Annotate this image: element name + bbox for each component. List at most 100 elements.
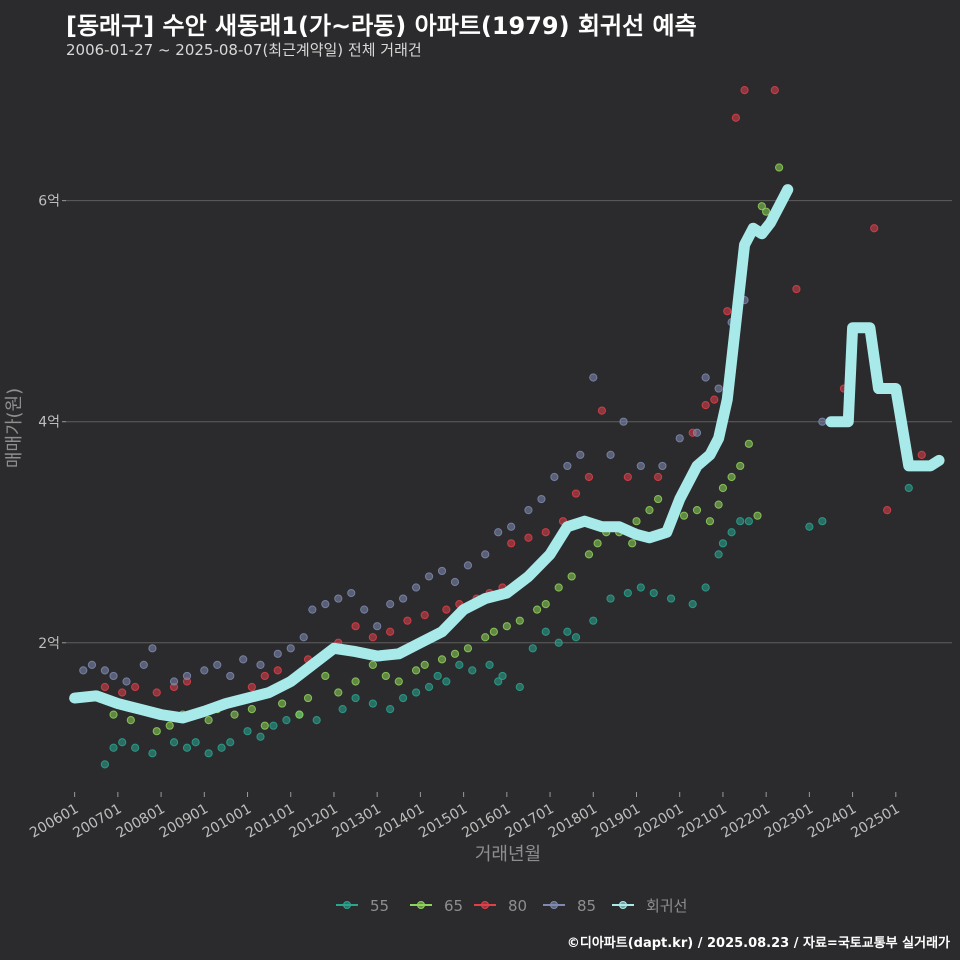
data-point-65: [567, 572, 576, 581]
data-point-65: [679, 511, 689, 520]
data-point-80: [442, 605, 451, 614]
x-tick-label: 202001: [632, 801, 686, 842]
data-point-65: [532, 605, 542, 614]
x-tick-label: 201901: [589, 801, 643, 842]
data-point-55: [338, 704, 347, 714]
legend-label: 80: [508, 897, 527, 915]
data-point-55: [805, 522, 814, 531]
data-point-80: [368, 633, 377, 642]
x-axis-ticks: 2006012007012008012009012010012011012012…: [27, 792, 903, 842]
data-point-85: [286, 644, 295, 653]
y-axis-ticks: 2억 4억 6억: [38, 194, 66, 652]
legend: 55 65 80 85 회귀선: [336, 897, 687, 915]
data-point-55: [636, 583, 645, 592]
data-point-85: [360, 605, 369, 614]
data-point-55: [563, 627, 572, 636]
data-point-80: [273, 666, 282, 675]
data-point-80: [654, 472, 663, 482]
data-point-55: [515, 682, 524, 692]
data-point-65: [437, 655, 447, 664]
regression-line-group: [69, 184, 945, 724]
data-point-80: [710, 395, 719, 404]
data-point-65: [489, 627, 498, 636]
data-point-55: [100, 760, 109, 769]
y-tick-label: 6억: [38, 194, 60, 210]
x-tick-label: 202101: [675, 801, 729, 842]
data-point-85: [411, 583, 421, 592]
data-point-65: [762, 207, 771, 216]
data-point-55: [494, 677, 503, 686]
x-tick-label: 200701: [70, 801, 124, 842]
data-point-55: [411, 688, 421, 697]
data-point-85: [200, 666, 209, 675]
data-point-80: [403, 616, 412, 625]
data-point-55: [169, 738, 179, 747]
data-point-80: [100, 682, 109, 692]
legend-label: 55: [370, 897, 389, 915]
footer-credit: ©디아파트(dapt.kr) / 2025.08.23 / 자료=국토교통부 실…: [566, 936, 950, 951]
data-point-65: [757, 202, 766, 211]
data-point-85: [818, 417, 827, 426]
data-point-55: [485, 660, 494, 669]
data-point-65: [645, 506, 654, 515]
x-tick-label: 202401: [805, 801, 859, 842]
data-point-85: [494, 528, 503, 537]
data-point-85: [550, 472, 559, 482]
legend-marker: [619, 901, 627, 909]
data-point-55: [118, 738, 127, 747]
data-point-65: [593, 539, 602, 548]
data-point-80: [740, 86, 749, 95]
data-point-85: [87, 660, 97, 669]
data-point-65: [515, 616, 524, 625]
data-point-65: [230, 710, 239, 719]
data-point-55: [688, 599, 697, 609]
legend-label: 85: [577, 897, 596, 915]
data-point-55: [386, 704, 395, 714]
data-point-55: [243, 727, 252, 736]
legend-marker: [417, 901, 425, 909]
data-point-55: [727, 528, 736, 537]
data-point-65: [303, 693, 313, 703]
data-point-85: [182, 671, 192, 681]
data-point-80: [723, 307, 732, 316]
data-point-55: [701, 583, 710, 592]
data-point-65: [632, 517, 641, 526]
data-point-55: [351, 693, 360, 703]
data-point-80: [701, 401, 710, 410]
x-tick-label: 201501: [416, 801, 470, 842]
data-point-85: [399, 594, 408, 603]
data-point-85: [450, 577, 460, 587]
x-tick-label: 201301: [330, 801, 384, 842]
data-point-65: [351, 677, 360, 686]
legend-label: 65: [444, 897, 463, 915]
data-point-85: [589, 373, 598, 382]
data-point-55: [131, 743, 140, 752]
data-point-55: [736, 517, 745, 526]
data-point-65: [334, 688, 343, 697]
data-point-65: [727, 472, 736, 482]
data-point-65: [628, 539, 637, 548]
legend-marker: [550, 901, 558, 909]
data-point-55: [312, 716, 321, 725]
data-point-65: [481, 633, 490, 642]
data-point-55: [649, 588, 658, 598]
data-point-55: [904, 483, 913, 493]
data-point-80: [507, 539, 516, 548]
legend-label: 회귀선: [646, 897, 687, 915]
data-point-85: [437, 566, 447, 576]
data-point-55: [148, 749, 157, 758]
legend-marker: [343, 901, 351, 909]
data-point-80: [386, 627, 395, 636]
chart-title: [동래구] 수안 새동래1(가~라동) 아파트(1979) 회귀선 예측: [66, 12, 697, 40]
data-point-65: [692, 506, 702, 515]
data-point-55: [204, 749, 213, 758]
data-point-55: [191, 738, 200, 747]
data-point-65: [411, 666, 421, 675]
data-point-65: [295, 710, 304, 719]
data-point-80: [623, 472, 632, 482]
data-point-55: [818, 517, 827, 526]
x-tick-label: 202501: [848, 801, 902, 842]
data-point-55: [498, 671, 507, 681]
data-point-85: [308, 605, 317, 614]
data-point-80: [351, 622, 360, 631]
